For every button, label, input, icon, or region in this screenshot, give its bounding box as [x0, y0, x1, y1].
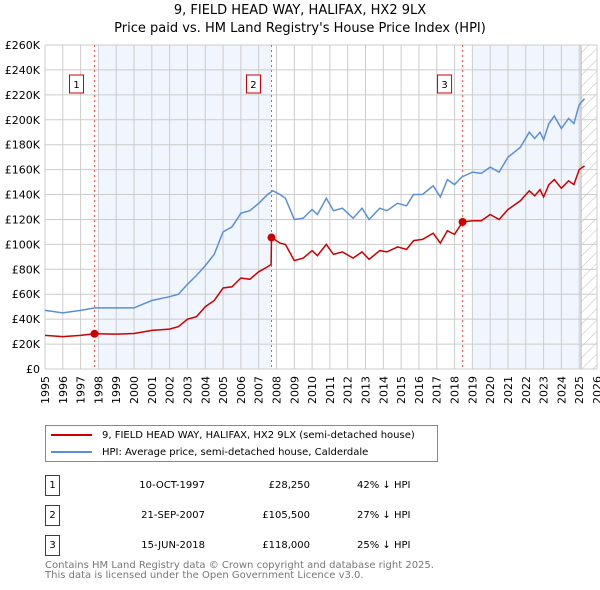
- x-tick-label: 2021: [502, 376, 515, 404]
- sale-label-box: [69, 74, 85, 94]
- footer-copyright: Contains HM Land Registry data © Crown c…: [45, 560, 434, 571]
- y-tick-label: £40K: [12, 313, 41, 326]
- x-tick-label: 2015: [395, 376, 408, 404]
- x-tick-label: 2024: [555, 376, 568, 404]
- x-tick-label: 1998: [92, 376, 105, 404]
- x-tick-label: 2013: [360, 376, 373, 404]
- x-tick-label: 1996: [57, 376, 70, 404]
- sale-price: £118,000: [262, 540, 310, 551]
- sale-hpi-diff: 25% ↓ HPI: [357, 540, 411, 551]
- x-tick-label: 2018: [449, 376, 462, 404]
- legend: 9, FIELD HEAD WAY, HALIFAX, HX2 9LX (sem…: [45, 425, 438, 462]
- x-tick-label: 2009: [288, 376, 301, 404]
- y-tick-label: £100K: [5, 238, 41, 251]
- sale-price: £105,500: [262, 510, 310, 521]
- legend-item-hpi: HPI: Average price, semi-detached house,…: [46, 444, 368, 460]
- sale-label-box: [245, 74, 261, 94]
- footer-licence: This data is licensed under the Open Gov…: [45, 570, 364, 581]
- x-tick-label: 2023: [538, 376, 551, 404]
- shaded-period: [98, 45, 272, 369]
- x-tick-label: 2022: [520, 376, 533, 404]
- sale-marker-badge: 1: [45, 475, 60, 496]
- sale-row: 2 21-SEP-2007 £105,500 27% ↓ HPI: [45, 505, 445, 526]
- legend-label: HPI: Average price, semi-detached house,…: [102, 446, 369, 458]
- sale-date: 21-SEP-2007: [141, 510, 205, 521]
- series-line: [44, 165, 585, 338]
- y-tick-label: £240K: [5, 64, 41, 77]
- x-tick-label: 2006: [235, 376, 248, 404]
- x-tick-label: 1999: [110, 376, 123, 404]
- x-tick-label: 2005: [217, 376, 230, 404]
- x-tick-label: 2014: [377, 376, 390, 404]
- y-tick-label: £80K: [12, 263, 41, 276]
- sale-point: [267, 233, 276, 242]
- legend-swatch-red: [51, 434, 92, 436]
- x-tick-label: 2008: [270, 376, 283, 404]
- y-tick-label: £220K: [5, 89, 41, 102]
- legend-label: 9, FIELD HEAD WAY, HALIFAX, HX2 9LX (sem…: [102, 429, 415, 441]
- y-tick-label: £20K: [12, 338, 41, 351]
- y-tick-label: £260K: [5, 39, 41, 52]
- y-tick-label: £160K: [5, 164, 41, 177]
- x-tick-label: 2011: [324, 376, 337, 404]
- x-tick-label: 2020: [484, 376, 497, 404]
- sale-label-box: [437, 74, 453, 94]
- sale-hpi-diff: 27% ↓ HPI: [357, 510, 411, 521]
- x-tick-label: 2016: [413, 376, 426, 404]
- sale-row: 3 15-JUN-2018 £118,000 25% ↓ HPI: [45, 535, 445, 556]
- x-tick-label: 2017: [431, 376, 444, 404]
- x-tick-label: 2001: [146, 376, 159, 404]
- x-tick-label: 2019: [466, 376, 479, 404]
- y-tick-label: £0: [26, 363, 40, 376]
- sale-price: £28,250: [268, 480, 310, 491]
- sale-label-number: 1: [73, 80, 79, 91]
- legend-swatch-blue: [51, 451, 92, 453]
- x-tick-label: 1997: [75, 376, 88, 404]
- x-tick-label: 1995: [39, 376, 52, 404]
- y-tick-label: £140K: [5, 189, 41, 202]
- forecast-hatch: [580, 45, 597, 369]
- sale-row: 1 10-OCT-1997 £28,250 42% ↓ HPI: [45, 475, 445, 496]
- sale-date: 15-JUN-2018: [141, 540, 205, 551]
- x-tick-label: 2007: [253, 376, 266, 404]
- x-tick-label: 2026: [591, 376, 600, 404]
- y-tick-label: £200K: [5, 114, 41, 127]
- x-tick-label: 2000: [128, 376, 141, 404]
- sale-marker-badge: 2: [45, 505, 60, 526]
- sale-label-number: 2: [250, 80, 256, 91]
- sale-date: 10-OCT-1997: [139, 480, 205, 491]
- y-tick-label: £120K: [5, 213, 41, 226]
- x-tick-label: 2012: [342, 376, 355, 404]
- y-tick-label: £180K: [5, 139, 41, 152]
- plot-area: 1995 1996 1997 1998 1999 2000 2001 2002 2003 2004…: [5, 39, 600, 404]
- x-tick-label: 2004: [199, 376, 212, 404]
- y-tick-label: £60K: [12, 288, 41, 301]
- x-tick-label: 2003: [181, 376, 194, 404]
- sale-hpi-diff: 42% ↓ HPI: [357, 480, 411, 491]
- x-tick-label: 2010: [306, 376, 319, 404]
- x-tick-label: 2025: [573, 376, 586, 404]
- sale-label-number: 3: [441, 80, 447, 91]
- chart-title: 9, FIELD HEAD WAY, HALIFAX, HX2 9LX: [173, 3, 427, 18]
- sale-marker-badge: 3: [45, 535, 60, 556]
- sale-point: [90, 329, 99, 338]
- sale-point: [458, 217, 467, 226]
- series-line: [44, 98, 586, 314]
- x-tick-label: 2002: [164, 376, 177, 404]
- legend-item-property: 9, FIELD HEAD WAY, HALIFAX, HX2 9LX (sem…: [46, 427, 415, 443]
- chart-subtitle: Price paid vs. HM Land Registry's House …: [114, 21, 486, 36]
